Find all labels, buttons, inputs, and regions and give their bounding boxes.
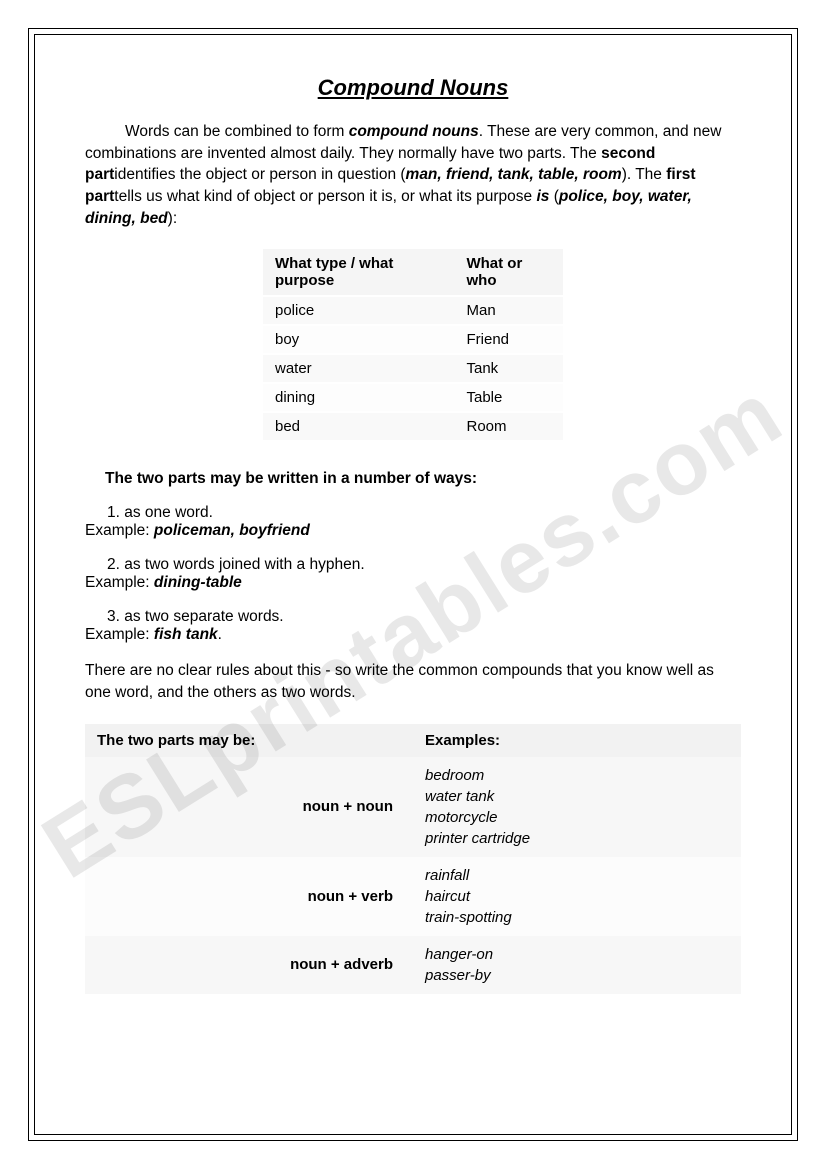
way-item: 1. as one word. Example: policeman, boyf… (85, 504, 741, 540)
table-row: bedRoom (263, 412, 563, 441)
example-trail: . (218, 626, 222, 643)
table1-header-purpose: What type / what purpose (263, 249, 454, 296)
way-example-line: Example: dining-table (85, 574, 741, 592)
table-row: waterTank (263, 354, 563, 383)
intro-text: ( (549, 188, 558, 205)
table2-header-examples: Examples: (413, 724, 741, 757)
cell-pattern: noun + adverb (85, 936, 413, 994)
cell-examples: hanger-onpasser-by (413, 936, 741, 994)
intro-em-compound-nouns: compound nouns (349, 123, 479, 140)
cell-pattern: noun + verb (85, 857, 413, 936)
intro-text: ): (168, 210, 177, 227)
example-value: dining-table (154, 574, 242, 591)
example-value: fish tank (154, 626, 218, 643)
example-label: Example: (85, 522, 154, 539)
way-number: 2. as two words joined with a hyphen. (85, 556, 741, 574)
type-purpose-table: What type / what purpose What or who pol… (263, 249, 563, 442)
cell-purpose: boy (263, 325, 454, 354)
table-row: boyFriend (263, 325, 563, 354)
example-value: policeman, boyfriend (154, 522, 310, 539)
cell-who: Man (454, 296, 563, 325)
way-item: 2. as two words joined with a hyphen. Ex… (85, 556, 741, 592)
page-content: Compound Nouns Words can be combined to … (34, 34, 792, 1135)
cell-examples: rainfallhaircuttrain-spotting (413, 857, 741, 936)
example-label: Example: (85, 574, 154, 591)
intro-em-list1: man, friend, tank, table, room (406, 166, 622, 183)
cell-who: Room (454, 412, 563, 441)
way-number: 1. as one word. (85, 504, 741, 522)
table2-header-parts: The two parts may be: (85, 724, 413, 757)
table-row: noun + noun bedroomwater tankmotorcyclep… (85, 757, 741, 857)
parts-examples-table: The two parts may be: Examples: noun + n… (85, 724, 741, 994)
page-title: Compound Nouns (85, 75, 741, 101)
cell-who: Friend (454, 325, 563, 354)
cell-pattern: noun + noun (85, 757, 413, 857)
cell-purpose: water (263, 354, 454, 383)
way-item: 3. as two separate words. Example: fish … (85, 608, 741, 644)
cell-who: Table (454, 383, 563, 412)
table-row: diningTable (263, 383, 563, 412)
way-example-line: Example: policeman, boyfriend (85, 522, 741, 540)
intro-text: tells us what kind of object or person i… (114, 188, 536, 205)
table-row: noun + adverb hanger-onpasser-by (85, 936, 741, 994)
table1-header-who: What or who (454, 249, 563, 296)
cell-purpose: dining (263, 383, 454, 412)
cell-purpose: bed (263, 412, 454, 441)
table-row: noun + verb rainfallhaircuttrain-spottin… (85, 857, 741, 936)
cell-examples: bedroomwater tankmotorcycleprinter cartr… (413, 757, 741, 857)
table-row: policeMan (263, 296, 563, 325)
way-number: 3. as two separate words. (85, 608, 741, 626)
intro-text: ). The (622, 166, 667, 183)
ways-heading: The two parts may be written in a number… (85, 470, 741, 488)
way-example-line: Example: fish tank. (85, 626, 741, 644)
intro-em-is: is (536, 188, 549, 205)
closing-paragraph: There are no clear rules about this - so… (85, 660, 741, 703)
cell-purpose: police (263, 296, 454, 325)
intro-paragraph: Words can be combined to form compound n… (85, 121, 741, 229)
example-label: Example: (85, 626, 154, 643)
cell-who: Tank (454, 354, 563, 383)
intro-text: identifies the object or person in quest… (114, 166, 405, 183)
intro-text: Words can be combined to form (125, 123, 349, 140)
